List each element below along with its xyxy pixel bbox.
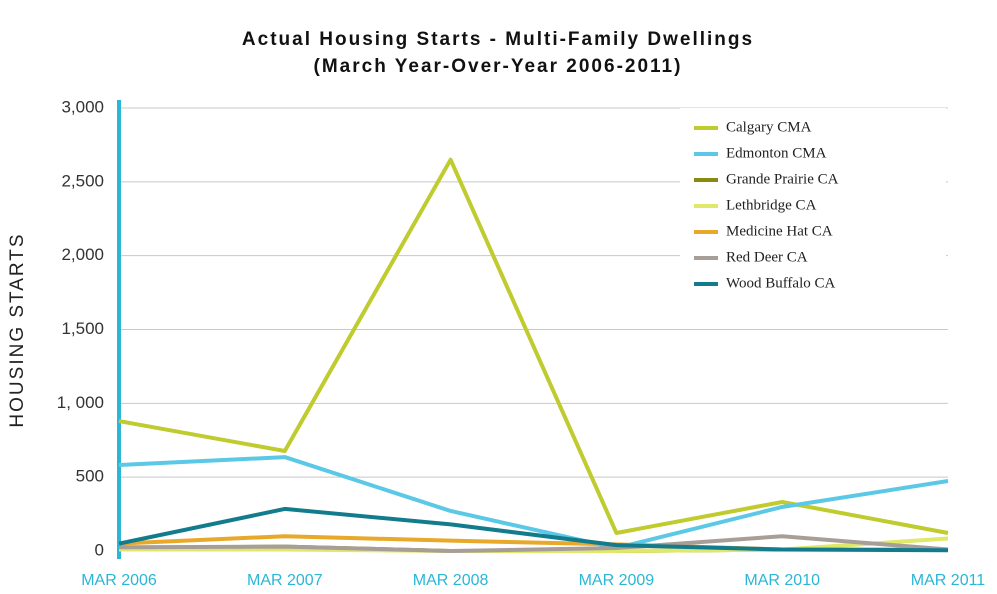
x-tick-label: MAR 2009 [579, 572, 655, 589]
y-axis-title: HOUSING STARTS [7, 232, 28, 427]
series-line [118, 506, 949, 553]
legend-label: Lethbridge CA [726, 197, 817, 213]
legend-label: Medicine Hat CA [726, 223, 833, 239]
y-tick-label: 2,000 [61, 245, 104, 264]
legend-label: Edmonton CMA [726, 145, 827, 161]
y-tick-label: 0 [95, 540, 104, 559]
chart-subtitle: (March Year-Over-Year 2006-2011) [314, 56, 683, 77]
x-tick-label: MAR 2011 [911, 572, 986, 589]
y-tick-label: 1, 000 [57, 393, 104, 412]
x-tick-label: MAR 2007 [247, 572, 323, 589]
y-tick-label: 1,500 [61, 319, 104, 338]
legend-label: Wood Buffalo CA [726, 275, 836, 291]
series-line [118, 534, 949, 553]
series-line [118, 455, 949, 551]
legend-box [680, 108, 946, 303]
y-tick-label: 3,000 [61, 97, 104, 116]
y-tick-label: 2,500 [61, 171, 104, 190]
legend-label: Grande Prairie CA [726, 171, 839, 187]
x-tick-label: MAR 2006 [81, 572, 157, 589]
chart-title: Actual Housing Starts - Multi-Family Dwe… [242, 29, 754, 50]
legend-label: Calgary CMA [726, 119, 812, 135]
x-tick-label: MAR 2008 [413, 572, 489, 589]
y-tick-label: 500 [76, 467, 104, 486]
series-line [118, 157, 949, 535]
legend-label: Red Deer CA [726, 249, 808, 265]
x-tick-label: MAR 2010 [744, 572, 820, 589]
